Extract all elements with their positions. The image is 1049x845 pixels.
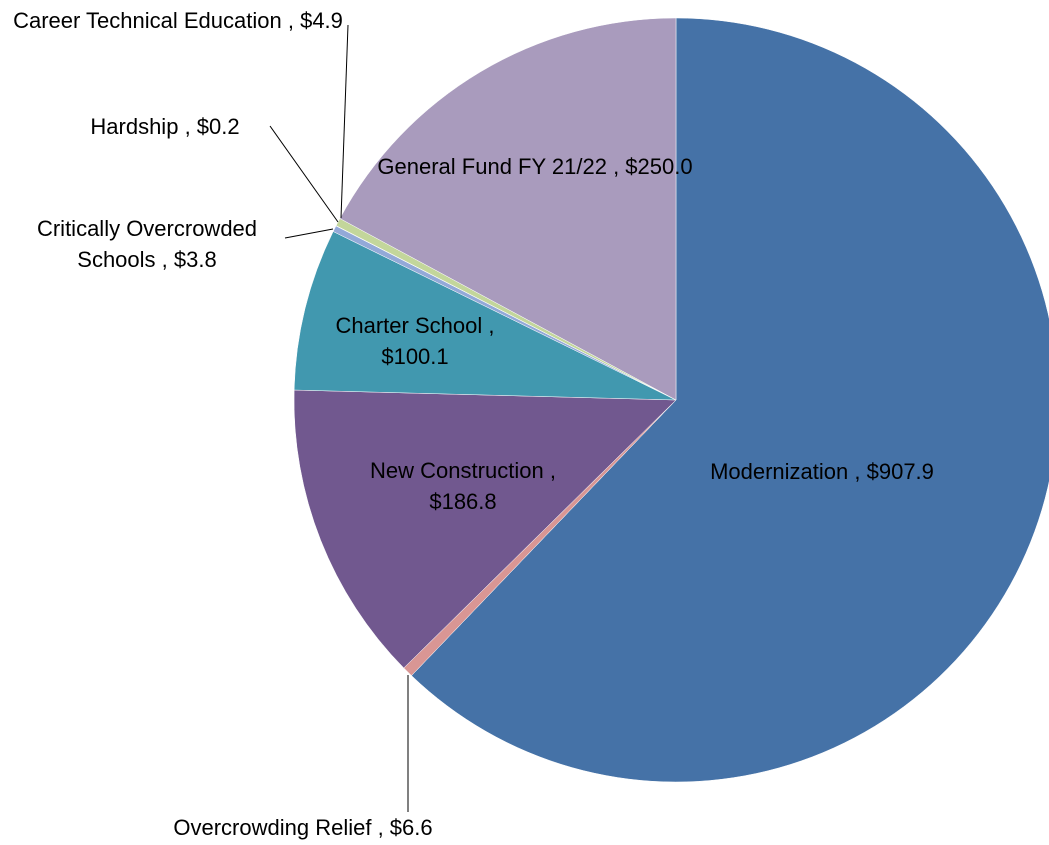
slice-value: , $186.8 bbox=[429, 458, 556, 514]
data-label: Critically Overcrowded Schools , $3.8 bbox=[2, 213, 292, 275]
data-label: Hardship , $0.2 bbox=[35, 111, 295, 142]
slice-name: Hardship bbox=[90, 114, 179, 139]
slice-name: Overcrowding Relief bbox=[173, 815, 372, 840]
slice-value: , $0.2 bbox=[184, 114, 240, 139]
data-label: Modernization , $907.9 bbox=[657, 456, 987, 487]
data-label: Career Technical Education , $4.9 bbox=[3, 5, 353, 36]
pie-slice bbox=[411, 17, 1049, 783]
leader-line bbox=[284, 228, 334, 239]
slice-name: Modernization bbox=[710, 459, 849, 484]
slice-name: Charter School bbox=[335, 313, 483, 338]
pie-slice bbox=[293, 231, 677, 401]
slice-name: General Fund FY 21/22 bbox=[377, 154, 607, 179]
slice-value: , $6.6 bbox=[377, 815, 433, 840]
data-label: Overcrowding Relief , $6.6 bbox=[138, 812, 468, 843]
pie-slice bbox=[293, 389, 677, 669]
data-label: General Fund FY 21/22 , $250.0 bbox=[375, 151, 695, 182]
leader-line bbox=[340, 24, 349, 219]
slice-value: , $100.1 bbox=[381, 313, 495, 369]
slice-name: New Construction bbox=[370, 458, 544, 483]
slice-name: Career Technical Education bbox=[13, 8, 282, 33]
data-label: Charter School , $100.1 bbox=[310, 310, 520, 372]
slice-value: , $3.8 bbox=[161, 247, 217, 272]
slice-value: , $250.0 bbox=[613, 154, 693, 179]
slice-value: , $907.9 bbox=[854, 459, 934, 484]
data-label: New Construction , $186.8 bbox=[343, 455, 583, 517]
pie-slice bbox=[339, 17, 677, 401]
slice-name: Critically Overcrowded Schools bbox=[36, 216, 258, 272]
slice-value: , $4.9 bbox=[287, 8, 343, 33]
leader-line bbox=[269, 125, 339, 223]
